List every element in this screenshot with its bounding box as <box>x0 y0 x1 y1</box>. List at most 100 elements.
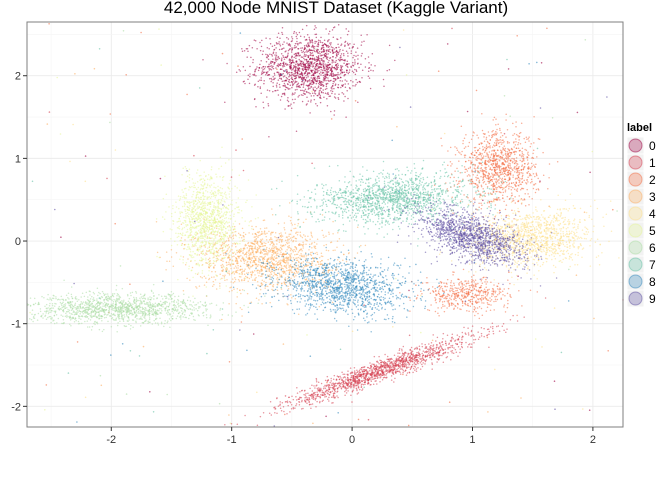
data-point <box>412 371 414 374</box>
data-point <box>447 351 449 354</box>
data-point <box>481 113 483 115</box>
data-point <box>311 62 313 64</box>
data-point <box>511 148 514 151</box>
data-point <box>440 307 443 309</box>
data-point <box>314 42 316 44</box>
data-point <box>478 305 481 308</box>
data-point <box>298 68 301 70</box>
data-point <box>321 255 324 258</box>
data-point <box>325 85 328 88</box>
data-point <box>533 164 535 166</box>
data-point <box>317 39 320 42</box>
data-point <box>486 281 488 283</box>
data-point <box>281 80 284 83</box>
data-point <box>441 347 443 349</box>
data-point <box>345 50 348 52</box>
data-point <box>489 156 492 159</box>
data-point <box>331 61 333 64</box>
data-point <box>276 58 279 61</box>
data-point <box>295 35 298 38</box>
data-point <box>297 398 300 400</box>
data-point <box>333 77 336 80</box>
data-point <box>322 64 325 67</box>
data-point <box>277 32 280 34</box>
outlier-point <box>540 62 543 64</box>
data-point <box>427 308 429 311</box>
data-point <box>478 202 480 204</box>
data-point <box>261 67 263 69</box>
data-point <box>327 93 330 95</box>
data-point <box>443 300 446 303</box>
data-point <box>291 86 293 89</box>
data-point <box>297 74 299 77</box>
data-point <box>343 71 346 74</box>
data-point <box>492 325 494 328</box>
data-point <box>319 40 321 42</box>
data-point <box>319 400 321 403</box>
data-point <box>469 291 472 293</box>
data-point <box>250 220 252 222</box>
data-point <box>319 52 321 55</box>
data-point <box>360 375 363 377</box>
data-point <box>488 142 491 145</box>
data-point <box>313 50 316 53</box>
data-point <box>424 359 427 362</box>
data-point <box>529 168 532 170</box>
data-point <box>269 276 272 278</box>
data-point <box>347 373 349 376</box>
data-point <box>288 73 291 76</box>
outlier-point <box>612 208 614 211</box>
data-point <box>326 73 328 75</box>
data-point <box>279 64 282 67</box>
data-point <box>526 179 528 181</box>
data-point <box>467 291 470 293</box>
data-point <box>477 165 479 167</box>
data-point <box>326 82 329 85</box>
data-point <box>313 49 315 51</box>
data-point <box>488 200 491 203</box>
data-point <box>418 352 420 355</box>
data-point <box>299 396 301 398</box>
data-point <box>504 189 507 191</box>
data-point <box>280 62 282 65</box>
data-point <box>276 36 279 39</box>
data-point <box>315 103 317 105</box>
data-point <box>302 92 305 94</box>
data-point <box>305 51 307 53</box>
data-point <box>434 310 437 313</box>
data-point <box>508 185 510 188</box>
data-point <box>316 57 319 59</box>
data-point <box>259 227 262 230</box>
data-point <box>454 348 457 351</box>
data-point <box>497 199 499 201</box>
data-point <box>482 298 484 301</box>
data-point <box>335 50 338 53</box>
data-point <box>268 247 271 250</box>
data-point <box>235 302 237 305</box>
data-point <box>480 332 483 335</box>
data-point <box>228 274 231 276</box>
data-point <box>426 276 428 279</box>
data-point <box>294 71 297 73</box>
data-point <box>441 289 444 292</box>
data-point <box>202 58 204 61</box>
data-point <box>490 159 492 162</box>
data-point <box>291 84 294 87</box>
data-point <box>316 78 318 80</box>
data-point <box>504 157 507 159</box>
data-point <box>289 65 291 68</box>
data-point <box>321 229 323 232</box>
data-point <box>499 186 501 189</box>
data-point <box>521 187 523 190</box>
data-point <box>289 81 291 84</box>
data-point <box>324 73 326 76</box>
data-point <box>270 62 272 65</box>
data-point <box>315 26 317 29</box>
data-point <box>473 296 475 299</box>
data-point <box>279 68 282 71</box>
data-point <box>486 306 489 308</box>
outlier-point <box>357 418 360 421</box>
data-point <box>518 289 520 292</box>
data-point <box>511 200 514 202</box>
data-point <box>487 131 490 133</box>
